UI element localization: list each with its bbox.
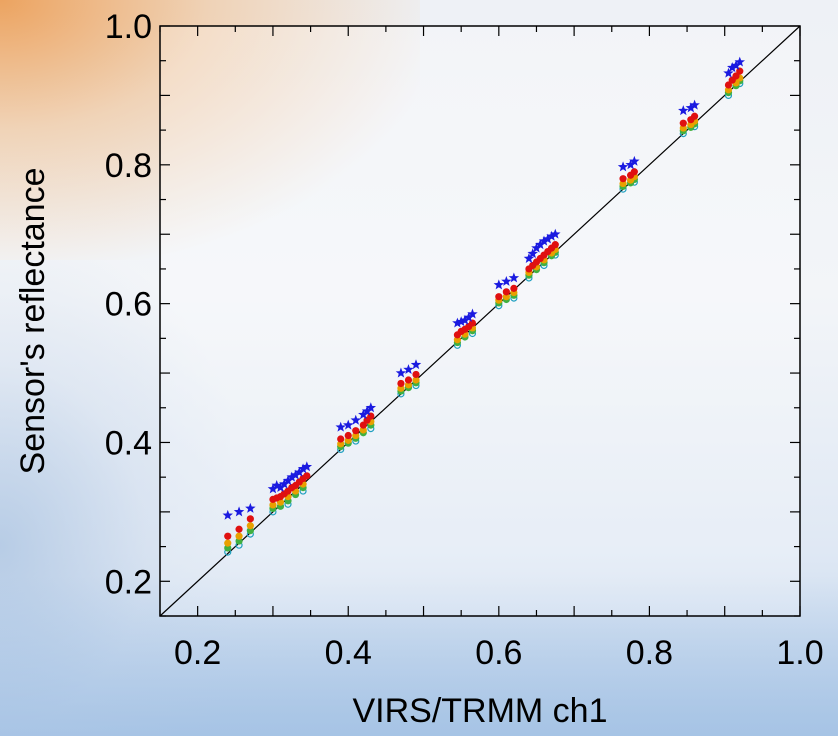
star-point xyxy=(282,475,294,486)
y-tick-label: 0.4 xyxy=(105,424,152,462)
star-point xyxy=(452,317,463,328)
circle-point xyxy=(404,376,413,384)
circle-point xyxy=(412,376,420,384)
y-tick-label: 0.8 xyxy=(105,147,152,185)
circle-point xyxy=(468,319,477,327)
star-point xyxy=(350,414,361,425)
star-point xyxy=(734,56,745,67)
x-axis-title: VIRS/TRMM ch1 xyxy=(352,692,607,730)
star-point xyxy=(459,314,471,325)
star-point xyxy=(546,230,557,241)
star-point xyxy=(730,60,742,71)
star-point xyxy=(727,62,738,73)
star-point xyxy=(538,235,550,246)
star-point xyxy=(358,409,369,420)
circle-point xyxy=(359,421,367,429)
circle-point xyxy=(246,522,254,530)
star-point xyxy=(617,161,629,172)
star-point xyxy=(275,482,286,493)
tick-labels: 0.2 0.4 0.6 0.8 1.0 0.2 0.4 0.6 0.8 1.0 xyxy=(105,8,824,672)
circle-point xyxy=(619,175,627,183)
star-point xyxy=(301,461,313,472)
circle-point xyxy=(352,427,360,435)
star-point xyxy=(463,312,474,322)
star-point xyxy=(501,275,512,286)
star-point xyxy=(267,483,279,494)
circle-point xyxy=(303,472,311,480)
star-point xyxy=(245,502,256,513)
circle-point xyxy=(732,72,740,80)
star-point xyxy=(297,463,309,474)
circle-point xyxy=(224,539,232,547)
circle-point xyxy=(724,81,733,89)
star-point xyxy=(527,248,538,259)
star-point xyxy=(685,102,697,113)
star-point xyxy=(508,272,520,283)
star-point xyxy=(294,466,305,477)
x-tick-label: 1.0 xyxy=(776,634,823,672)
circle-point xyxy=(235,525,243,533)
circle-point xyxy=(344,431,352,440)
circle-point xyxy=(551,241,559,249)
star-point xyxy=(361,405,373,416)
y-tick-label: 0.2 xyxy=(105,563,152,601)
star-point xyxy=(279,478,290,489)
x-tick-label: 0.2 xyxy=(174,634,221,672)
x-tick-label: 0.8 xyxy=(626,634,673,672)
circle-point xyxy=(736,67,744,75)
star-point xyxy=(343,419,354,430)
star-point xyxy=(455,316,467,327)
circle-point xyxy=(337,435,345,443)
background-warm-glow xyxy=(0,0,420,260)
star-point xyxy=(410,359,422,370)
star-point xyxy=(723,67,734,78)
star-point xyxy=(467,308,478,319)
star-point xyxy=(678,105,689,116)
star-point xyxy=(523,253,535,263)
circle-point xyxy=(679,119,687,127)
star-point xyxy=(629,155,640,166)
star-point xyxy=(271,480,282,490)
star-point xyxy=(403,364,414,375)
y-tick-label: 0.6 xyxy=(105,286,152,324)
circle-point xyxy=(502,288,510,296)
star-point xyxy=(222,509,233,520)
circle-point xyxy=(224,532,232,540)
circle-point xyxy=(246,515,254,523)
y-axis-title: Sensor's reflectance xyxy=(14,168,52,475)
circle-point xyxy=(630,168,638,176)
star-point xyxy=(290,469,301,480)
circle-point xyxy=(495,293,503,301)
data-points xyxy=(222,56,745,556)
circle-point xyxy=(269,501,277,509)
background-sky xyxy=(0,576,838,736)
star-point xyxy=(531,242,542,253)
star-point xyxy=(286,471,297,482)
circle-point xyxy=(397,379,405,388)
star-point xyxy=(542,233,553,244)
plot-frame xyxy=(159,25,801,617)
circle-point xyxy=(412,370,420,379)
star-point xyxy=(493,279,505,290)
star-point xyxy=(550,228,561,239)
star-point xyxy=(395,367,407,378)
y-tick-label: 1.0 xyxy=(105,8,152,46)
star-point xyxy=(365,402,377,413)
x-tick-label: 0.6 xyxy=(475,634,522,672)
circle-point xyxy=(510,284,518,292)
star-point xyxy=(689,99,700,110)
circle-point xyxy=(690,112,699,120)
x-tick-label: 0.4 xyxy=(325,634,372,672)
star-point xyxy=(535,239,546,250)
circle-point xyxy=(235,532,243,540)
star-point xyxy=(233,506,245,517)
star-point xyxy=(335,421,346,432)
star-point xyxy=(625,159,636,170)
